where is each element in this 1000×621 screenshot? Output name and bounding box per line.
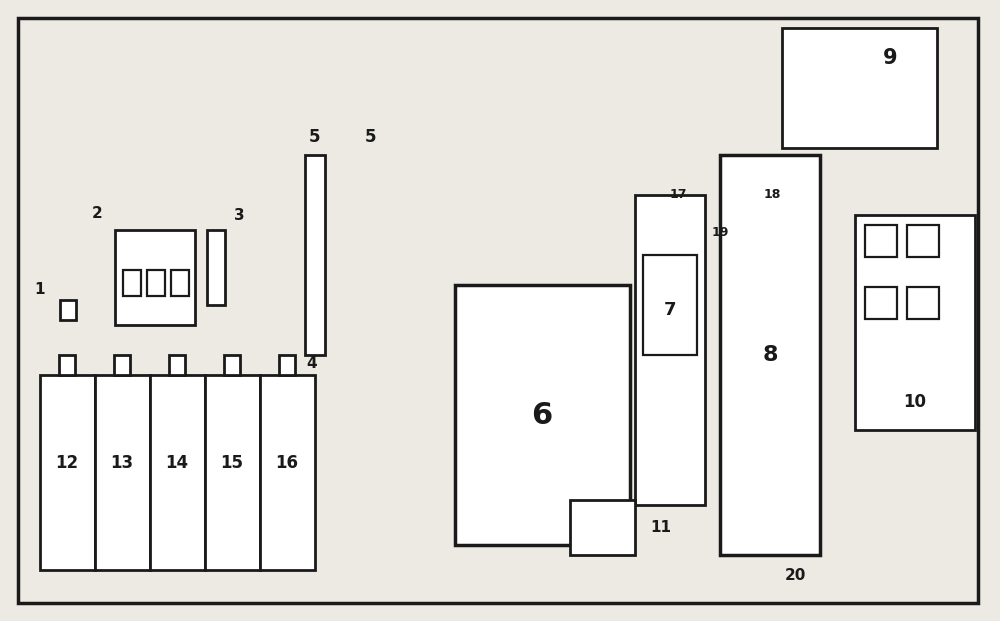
Text: 14: 14 [165, 454, 189, 472]
Bar [169, 355, 185, 375]
Text: 17: 17 [669, 189, 687, 201]
Text: 10: 10 [904, 393, 926, 411]
Bar [147, 270, 165, 296]
Bar [907, 287, 939, 319]
Bar [907, 225, 939, 257]
Text: 6: 6 [531, 401, 553, 430]
Text: 5: 5 [309, 128, 321, 146]
Text: 1: 1 [35, 283, 45, 297]
Bar [720, 155, 820, 555]
Text: 19: 19 [711, 225, 729, 238]
Bar [782, 28, 937, 148]
Text: 12: 12 [55, 454, 79, 472]
Bar [207, 230, 225, 305]
Text: 13: 13 [110, 454, 134, 472]
Bar [635, 195, 705, 505]
Bar [171, 270, 189, 296]
Text: 2: 2 [92, 207, 102, 222]
Bar [570, 500, 635, 555]
Bar [279, 355, 295, 375]
Text: 11: 11 [650, 520, 671, 535]
Bar [115, 230, 195, 325]
Bar [865, 287, 897, 319]
Text: 15: 15 [220, 454, 244, 472]
Bar [455, 285, 630, 545]
Text: 18: 18 [763, 189, 781, 201]
Bar [224, 355, 240, 375]
Text: 9: 9 [883, 48, 898, 68]
Text: 20: 20 [785, 568, 806, 582]
Bar [150, 375, 205, 570]
Text: 3: 3 [234, 207, 244, 222]
Text: 4: 4 [307, 355, 317, 371]
Bar [305, 155, 325, 355]
Bar [59, 355, 75, 375]
Bar [205, 375, 260, 570]
Bar [260, 375, 315, 570]
Text: 7: 7 [664, 301, 676, 319]
Bar [865, 225, 897, 257]
Text: 16: 16 [276, 454, 298, 472]
Bar [643, 255, 697, 355]
Bar [40, 375, 95, 570]
Bar [123, 270, 141, 296]
Text: 5: 5 [364, 128, 376, 146]
Text: 8: 8 [762, 345, 778, 365]
Bar [95, 375, 150, 570]
Bar [60, 300, 76, 320]
Bar [114, 355, 130, 375]
Bar [855, 215, 975, 430]
